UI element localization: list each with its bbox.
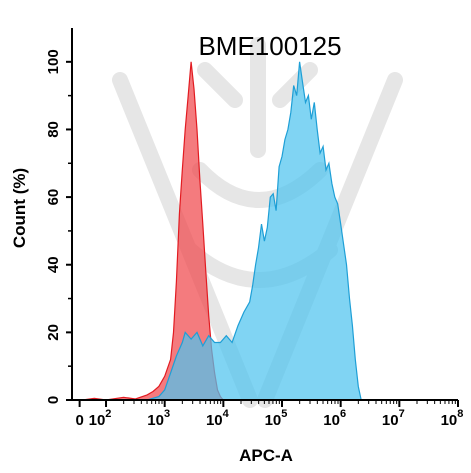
x-tick-label: 102 — [89, 408, 112, 429]
watermark-stroke — [197, 62, 243, 108]
series-layer — [82, 61, 362, 401]
x-tick-label: 107 — [382, 408, 405, 429]
y-tick-label: 40 — [45, 256, 62, 273]
chart-title: BME100125 — [198, 31, 341, 61]
y-tick-label: 80 — [45, 121, 62, 138]
x-tick-label: 106 — [323, 408, 346, 429]
x-tick-label: 104 — [206, 408, 230, 429]
x-tick-label: 0 — [75, 412, 83, 429]
y-axis-title: Count (%) — [10, 168, 29, 248]
y-tick-label: 100 — [45, 49, 62, 74]
x-tick-label: 105 — [265, 408, 288, 429]
series-area-2 — [146, 61, 362, 401]
x-axis-title: APC-A — [239, 446, 293, 465]
y-tick-label: 60 — [45, 189, 62, 206]
x-tick-label: 108 — [441, 408, 464, 429]
y-tick-label: 20 — [45, 324, 62, 341]
y-tick-label: 0 — [45, 396, 62, 404]
x-tick-label: 103 — [147, 408, 170, 429]
watermark-stroke — [272, 62, 318, 108]
